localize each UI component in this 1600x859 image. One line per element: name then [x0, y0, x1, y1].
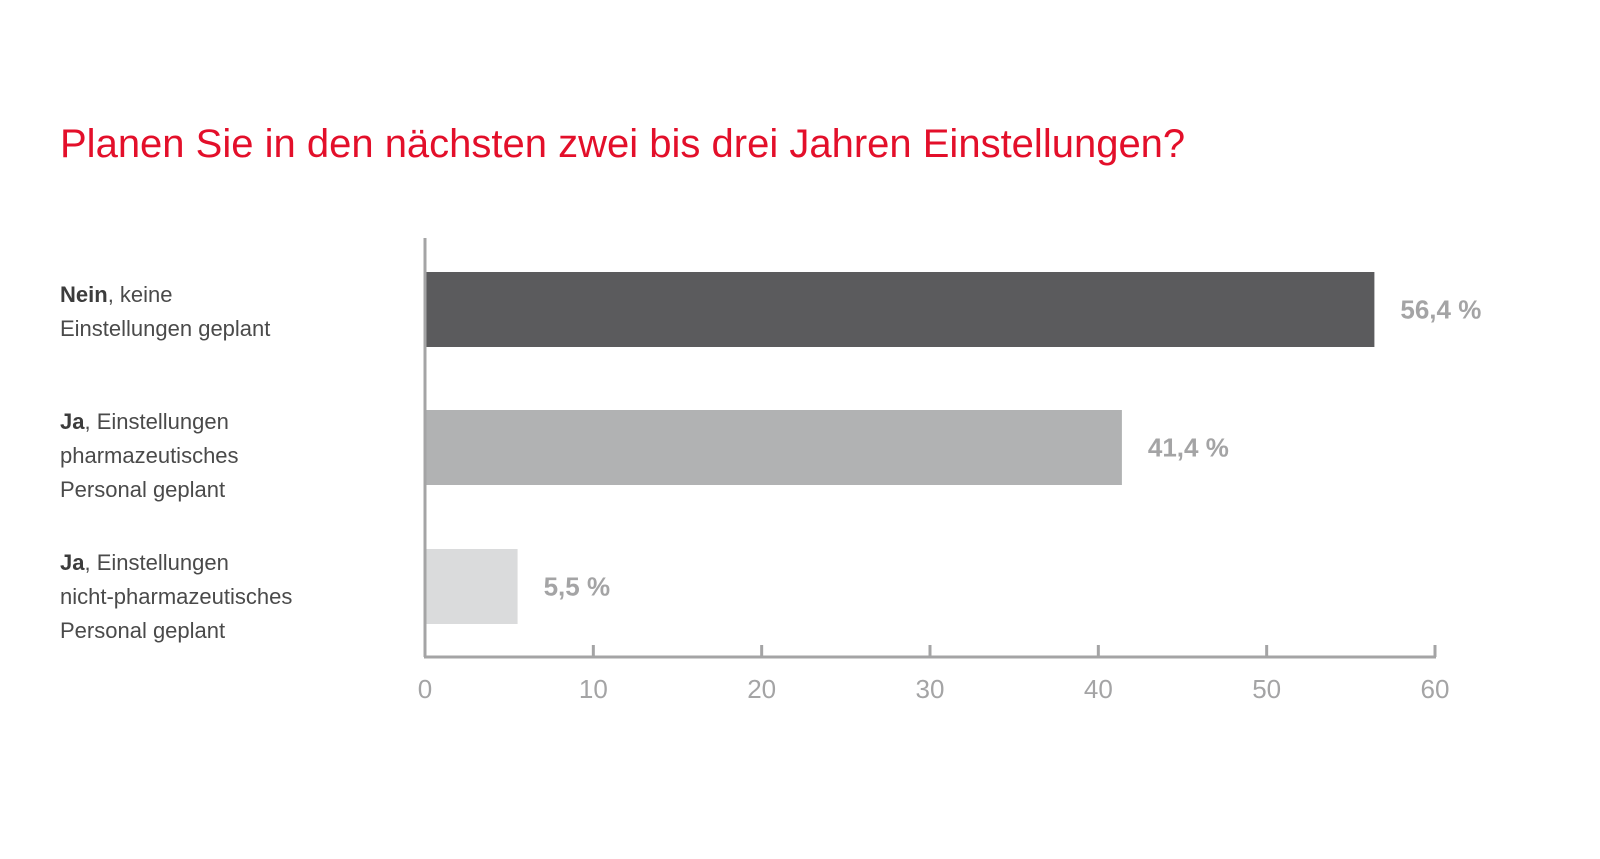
chart-title: Planen Sie in den nächsten zwei bis drei… — [60, 122, 1186, 166]
category-label-bold: Nein — [60, 282, 108, 307]
category-label-text: Personal geplant — [60, 477, 226, 502]
category-label-text: pharmazeutisches — [60, 443, 239, 468]
category-label-bold: Ja — [60, 409, 85, 434]
bar — [425, 410, 1122, 485]
category-label-text: , Einstellungen — [84, 409, 229, 434]
bar-value-label: 5,5 % — [544, 572, 611, 602]
x-tick-label: 60 — [1421, 674, 1450, 704]
bar-value-label: 56,4 % — [1400, 295, 1481, 325]
category-label-nein: Nein, keine Einstellungen geplant — [60, 278, 390, 346]
category-label-ja-pharma: Ja, Einstellungen pharmazeutisches Perso… — [60, 405, 390, 507]
x-tick-label: 20 — [747, 674, 776, 704]
x-tick-label: 40 — [1084, 674, 1113, 704]
category-label-text: , keine — [107, 282, 173, 307]
category-label-text: nicht-pharmazeutisches — [60, 584, 293, 609]
bar — [425, 272, 1375, 347]
x-tick-label: 30 — [916, 674, 945, 704]
x-tick-label: 0 — [418, 674, 432, 704]
category-label-text: Einstellungen geplant — [60, 316, 271, 341]
bar — [425, 549, 518, 624]
x-tick-label: 50 — [1252, 674, 1281, 704]
category-label-text: Personal geplant — [60, 618, 226, 643]
x-tick-label: 10 — [579, 674, 608, 704]
bar-value-label: 41,4 % — [1148, 433, 1229, 463]
category-label-text: , Einstellungen — [84, 550, 229, 575]
category-label-ja-nicht-pharma: Ja, Einstellungen nicht-pharmazeutisches… — [60, 546, 390, 648]
category-label-bold: Ja — [60, 550, 85, 575]
